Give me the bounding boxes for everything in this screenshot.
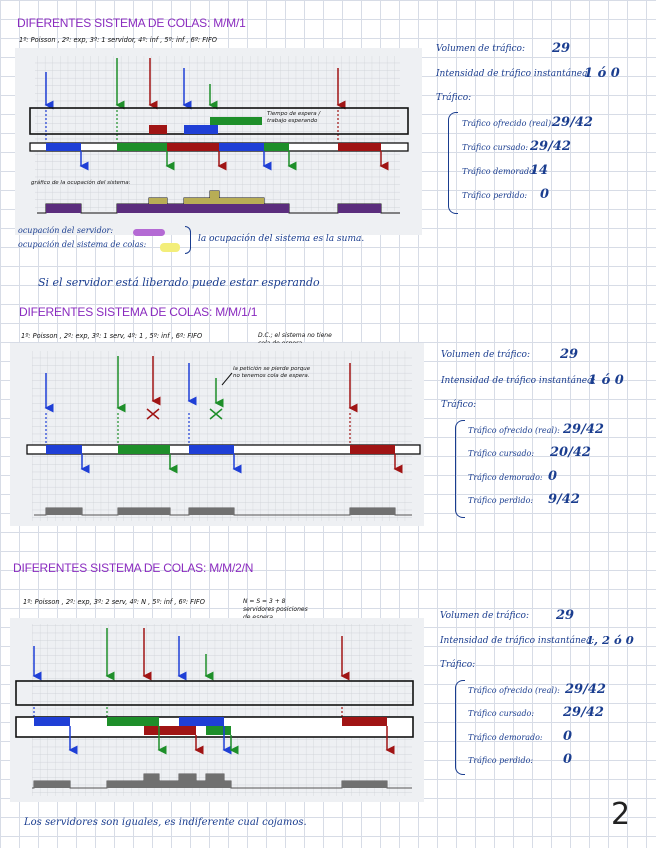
legend-queue-swatch [160,243,180,252]
section-1-footer: Si el servidor está liberado puede estar… [38,276,320,289]
s1-offered-value: 29/42 [552,115,593,130]
section-3-diagram-panel [10,618,424,802]
s2-intensity-label: Intensidad de tráfico instantánea: [441,376,596,386]
s3-offered-value: 29/42 [565,682,606,697]
s2-carried-value: 20/42 [550,445,591,460]
s1-traffic-brace [448,112,458,214]
s2-delayed-value: 0 [548,469,558,484]
s1-delayed-label: Tráfico demorado: [462,167,537,176]
s2-traffic-brace [455,420,465,518]
section-2-diagram-panel [10,343,424,526]
s3-traffic-volume-label: Volumen de tráfico: [440,611,530,621]
s2-traffic-volume-label: Volumen de tráfico: [441,350,531,360]
section-1-timeline-diagram [29,56,409,214]
s1-lost-value: 0 [540,187,550,202]
s1-delayed-value: 14 [530,163,549,178]
wait-note: Tiempo de espera / trabajo esperando [267,111,321,124]
s3-intensity-label: Intensidad de tráfico instantánea: [440,636,595,646]
legend-server-swatch [133,229,165,236]
s2-intensity-value: 1 ó 0 [588,373,624,388]
s2-offered-label: Tráfico ofrecido (real): [468,426,560,435]
s3-traffic-volume-value: 29 [556,608,575,623]
s1-carried-value: 29/42 [530,139,571,154]
s3-intensity-value: 1, 2 ó 0 [586,633,634,647]
s2-traffic-volume-value: 29 [560,347,579,362]
s2-offered-value: 29/42 [563,422,604,437]
s3-carried-value: 29/42 [563,705,604,720]
s3-traffic-label: Tráfico: [440,660,476,670]
s1-traffic-volume-value: 29 [552,41,571,56]
legend-brace [185,226,191,254]
loss-note: la petición se pierde porque no tenemos … [233,366,311,379]
section-1-diagram-panel [15,48,422,235]
s1-carried-label: Tráfico cursado: [462,143,529,152]
legend-server-label: ocupación del servidor: [18,226,114,235]
section-1-params: 1º: Poisson , 2º: exp, 3º: 1 servidor, 4… [19,36,217,44]
s3-offered-label: Tráfico ofrecido (real): [468,686,560,695]
s1-intensity-value: 1 ó 0 [584,66,620,81]
section-3-timeline-diagram [15,624,414,796]
s3-delayed-value: 0 [563,729,573,744]
legend-queue-label: ocupación del sistema de colas: [18,240,147,249]
s2-lost-value: 9/42 [548,492,580,507]
s3-traffic-brace [455,680,465,775]
s1-traffic-label: Tráfico: [436,93,472,103]
section-2-params: 1º: Poisson , 2º: exp, 3º: 1 serv, 4º: 1… [21,332,203,340]
section-3-params-note: N = S = 3 + 8 servidores posiciones de e… [243,598,308,621]
s3-delayed-label: Tráfico demorado: [468,733,543,742]
section-1-title: DIFERENTES SISTEMA DE COLAS: M/M/1 [17,16,246,30]
section-3-title: DIFERENTES SISTEMA DE COLAS: M/M/2/N [13,561,254,575]
s3-lost-label: Tráfico perdido: [468,756,534,765]
legend-note: la ocupación del sistema es la suma. [198,234,365,244]
s1-lost-label: Tráfico perdido: [462,191,528,200]
s1-offered-label: Tráfico ofrecido (real): [462,119,554,128]
page-number: 2 [611,797,631,832]
s2-carried-label: Tráfico cursado: [468,449,535,458]
s3-carried-label: Tráfico cursado: [468,709,535,718]
s2-delayed-label: Tráfico demorado: [468,473,543,482]
section-2-timeline-diagram [26,351,421,521]
occupancy-label: gráfico de la ocupación del sistema: [31,180,131,186]
section-2-title: DIFERENTES SISTEMA DE COLAS: M/M/1/1 [19,305,258,319]
s3-lost-value: 0 [563,752,573,767]
s1-intensity-label: Intensidad de tráfico instantánea: [436,69,591,79]
s2-lost-label: Tráfico perdido: [468,496,534,505]
section-3-params: 1º: Poisson , 2º: exp, 3º: 2 serv, 4º: N… [23,598,205,606]
s1-traffic-volume-label: Volumen de tráfico: [436,44,526,54]
s2-traffic-label: Tráfico: [441,400,477,410]
section-3-footer: Los servidores son iguales, es indiferen… [24,817,307,828]
